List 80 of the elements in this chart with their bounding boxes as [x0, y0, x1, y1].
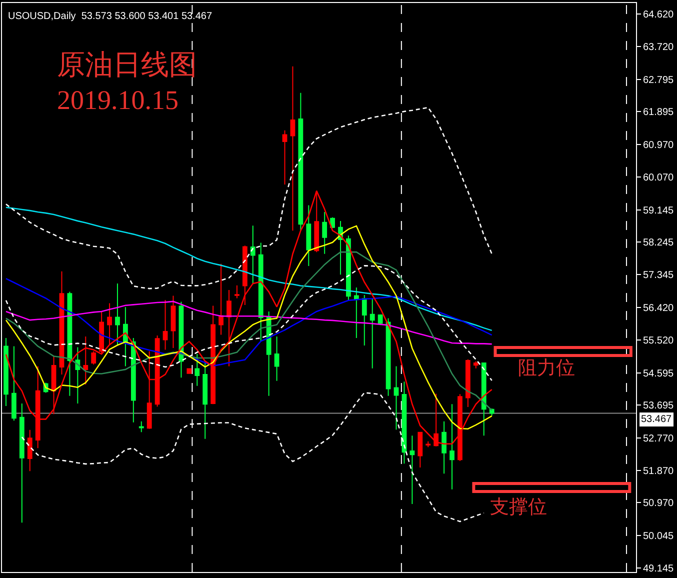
- candlestick: [290, 66, 296, 232]
- candlestick: [202, 360, 208, 440]
- y-tick-label: 60.070: [643, 172, 674, 184]
- candlestick: [115, 283, 120, 346]
- candlestick: [123, 306, 128, 367]
- candlestick: [170, 295, 176, 348]
- y-tick-label: 50.045: [643, 531, 674, 542]
- y-tick-label: 55.520: [643, 335, 674, 346]
- candlestick: [442, 420, 446, 474]
- y-tick-label: 59.145: [643, 206, 674, 217]
- line-series: [5, 206, 492, 332]
- candlestick: [83, 336, 88, 385]
- text: 阻力位: [518, 358, 575, 379]
- candlestick: [362, 294, 367, 346]
- candlestick: [234, 284, 240, 299]
- candlestick: [154, 334, 160, 408]
- candlestick: [370, 298, 375, 369]
- candlestick: [298, 92, 304, 232]
- candlestick: [138, 420, 144, 433]
- candlestick: [242, 245, 248, 306]
- candlestick: [59, 270, 64, 375]
- candlestick: [4, 337, 8, 406]
- candlestick: [226, 290, 232, 367]
- candlestick: [250, 225, 256, 284]
- candlestick: [306, 204, 312, 267]
- y-tick-label: 61.895: [643, 107, 674, 118]
- candlestick: [418, 432, 423, 468]
- candlestick: [322, 211, 328, 254]
- candlestick: [91, 350, 96, 365]
- candlestick: [426, 440, 431, 448]
- y-tick-label: 54.595: [643, 368, 674, 380]
- candlestick: [274, 336, 280, 382]
- candlestick: [266, 310, 272, 396]
- candlestick: [481, 362, 486, 436]
- candlestick: [218, 263, 224, 336]
- y-tick-label: 63.720: [643, 42, 674, 53]
- y-tick-label: 56.420: [643, 303, 674, 314]
- y-tick-label: 49.145: [643, 563, 674, 574]
- candlestick: [130, 337, 136, 423]
- ref-line-label: 53.467: [641, 414, 672, 425]
- candlestick: [410, 435, 415, 505]
- candlestick: [450, 404, 454, 490]
- y-tick-label: 57.345: [643, 270, 674, 281]
- line-series: [5, 225, 492, 430]
- text: USOUSD,Daily 53.573 53.600 53.401 53.467: [8, 11, 212, 22]
- candlestick: [378, 314, 383, 326]
- y-tick-label: 50.970: [643, 498, 674, 510]
- y-tick-label: 60.970: [643, 140, 674, 152]
- candlestick: [107, 302, 112, 346]
- candlestick: [27, 429, 32, 472]
- annotation: 2019.10.15: [57, 85, 178, 115]
- y-tick-label: 62.795: [643, 74, 674, 86]
- candlestick: [146, 350, 152, 430]
- candlestick: [19, 402, 24, 524]
- y-tick-label: 51.870: [643, 466, 674, 477]
- y-tick-label: 58.245: [643, 238, 674, 249]
- candlestick: [186, 368, 192, 374]
- candlestick: [473, 360, 478, 369]
- candlestick: [354, 287, 359, 338]
- y-tick-label: 53.695: [643, 400, 674, 412]
- candlestick: [210, 305, 216, 405]
- candlestick: [162, 300, 168, 350]
- y-tick-label: 64.620: [643, 10, 674, 21]
- candlestick: [402, 381, 407, 464]
- candlestick: [75, 346, 80, 404]
- annotation: 支撑位: [490, 497, 547, 518]
- candlestick: [386, 318, 391, 396]
- candlestick: [194, 354, 200, 386]
- annotation: 原油日线图: [57, 50, 197, 81]
- candlestick: [258, 242, 264, 342]
- y-tick-label: 52.770: [643, 434, 674, 445]
- candlestick: [12, 346, 16, 422]
- candlestick: [99, 310, 104, 355]
- candlestick: [51, 356, 56, 415]
- candlestick: [394, 366, 399, 430]
- line-series: [5, 278, 492, 367]
- candlestick: [465, 358, 470, 408]
- line-series: [5, 300, 492, 345]
- candlestick: [282, 130, 288, 185]
- line-series: [5, 251, 492, 411]
